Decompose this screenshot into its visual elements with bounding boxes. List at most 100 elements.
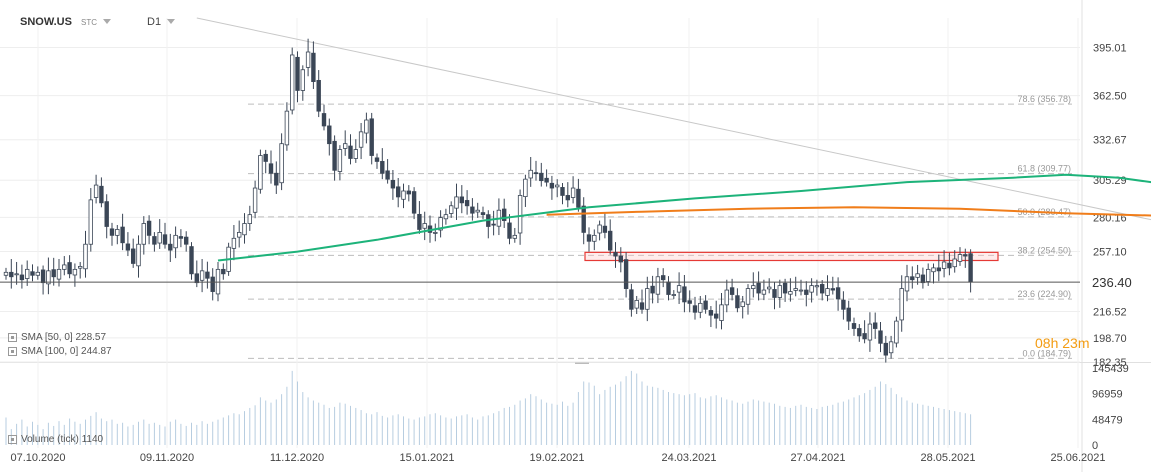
candle-body bbox=[9, 271, 14, 278]
candle-body bbox=[650, 285, 655, 294]
candle bbox=[146, 215, 152, 245]
candle bbox=[608, 219, 613, 255]
candle-body bbox=[183, 236, 189, 245]
candle bbox=[14, 261, 19, 285]
candle-body bbox=[199, 270, 205, 281]
candle-body bbox=[99, 185, 104, 204]
candle-body bbox=[168, 243, 173, 251]
candle bbox=[221, 263, 226, 280]
candle bbox=[316, 70, 321, 118]
candle bbox=[501, 198, 507, 228]
candle-body bbox=[380, 161, 385, 174]
candle-body bbox=[252, 187, 258, 213]
candle-body bbox=[581, 205, 586, 233]
candle-body bbox=[533, 172, 539, 175]
candle-body bbox=[448, 205, 454, 214]
candle bbox=[512, 227, 517, 243]
candle bbox=[178, 229, 184, 248]
candle bbox=[231, 225, 237, 261]
candle bbox=[517, 189, 523, 245]
candle bbox=[417, 201, 422, 234]
candle bbox=[740, 295, 745, 319]
candle-body bbox=[926, 268, 931, 282]
candle-body bbox=[501, 208, 507, 221]
candle bbox=[72, 263, 78, 287]
candle bbox=[629, 283, 634, 317]
trendline bbox=[196, 17, 1151, 221]
settings-icon[interactable] bbox=[8, 347, 17, 356]
candle-body bbox=[454, 196, 459, 209]
candle bbox=[745, 284, 751, 315]
candle bbox=[268, 150, 274, 184]
sma50-legend[interactable]: SMA [50, 0] 228.57 bbox=[8, 332, 106, 343]
candle-body bbox=[46, 270, 51, 285]
candle-body bbox=[40, 269, 46, 284]
resistance-zone bbox=[584, 251, 999, 262]
candle-body bbox=[804, 289, 809, 295]
candle bbox=[9, 259, 14, 289]
candle bbox=[205, 261, 210, 289]
candle-body bbox=[130, 248, 136, 264]
candle-body bbox=[957, 254, 963, 262]
candle bbox=[772, 282, 777, 310]
settings-icon[interactable] bbox=[8, 435, 17, 444]
date-tick-label: 28.05.2021 bbox=[920, 452, 975, 464]
candle bbox=[719, 293, 724, 330]
date-tick-label: 11.12.2020 bbox=[270, 452, 324, 464]
candle-body bbox=[369, 118, 374, 156]
candle bbox=[507, 214, 512, 245]
timeframe-dropdown-icon[interactable] bbox=[167, 19, 175, 24]
candle-body bbox=[714, 313, 719, 319]
date-tick-label: 07.10.2020 bbox=[10, 452, 65, 464]
sma100-label: SMA [100, 0] 244.87 bbox=[21, 346, 112, 357]
symbol-label[interactable]: SNOW.US bbox=[20, 16, 72, 28]
candle-body bbox=[173, 234, 178, 249]
candle-body bbox=[125, 243, 131, 251]
candle bbox=[130, 238, 136, 268]
candle-body bbox=[703, 300, 708, 310]
date-tick-label: 25.06.2021 bbox=[1050, 452, 1105, 464]
candle bbox=[480, 206, 486, 220]
candle-body bbox=[443, 214, 449, 220]
candle-body bbox=[342, 143, 348, 149]
candle bbox=[523, 174, 528, 207]
candle bbox=[486, 210, 491, 239]
candle bbox=[236, 220, 242, 248]
timeframe-label[interactable]: D1 bbox=[147, 16, 162, 28]
price-tick-label: 395.01 bbox=[1093, 43, 1127, 55]
candle-body bbox=[772, 289, 777, 298]
candle bbox=[289, 47, 295, 115]
candle bbox=[830, 276, 835, 295]
candle bbox=[470, 198, 475, 221]
sma100-legend[interactable]: SMA [100, 0] 244.87 bbox=[8, 346, 112, 357]
candle bbox=[804, 281, 809, 307]
candle-body bbox=[62, 264, 67, 270]
candle bbox=[62, 256, 67, 276]
candle-body bbox=[358, 131, 364, 148]
candle bbox=[279, 133, 284, 191]
candle-body bbox=[729, 287, 735, 295]
candle bbox=[936, 254, 941, 282]
settings-icon[interactable] bbox=[8, 333, 17, 342]
candle-body bbox=[623, 259, 629, 289]
candle bbox=[242, 213, 247, 244]
candle bbox=[941, 250, 947, 278]
candle-body bbox=[602, 225, 608, 233]
candle bbox=[263, 149, 268, 174]
candle-body bbox=[305, 51, 311, 68]
fibonacci-label: 38.2 (254.50) bbox=[1017, 245, 1071, 255]
volume-legend[interactable]: Volume (tick) 1140 bbox=[8, 434, 103, 445]
interval-dropdown-icon[interactable] bbox=[103, 19, 111, 24]
candle bbox=[878, 322, 883, 353]
candle bbox=[661, 268, 666, 288]
candle bbox=[931, 263, 936, 284]
candle bbox=[274, 161, 279, 194]
candle-body bbox=[295, 56, 300, 91]
candle bbox=[395, 177, 401, 208]
candle-body bbox=[719, 304, 724, 321]
candle-body bbox=[682, 286, 687, 303]
candle bbox=[162, 222, 168, 249]
candle bbox=[724, 279, 729, 313]
price-tick-label: 362.50 bbox=[1093, 91, 1127, 103]
